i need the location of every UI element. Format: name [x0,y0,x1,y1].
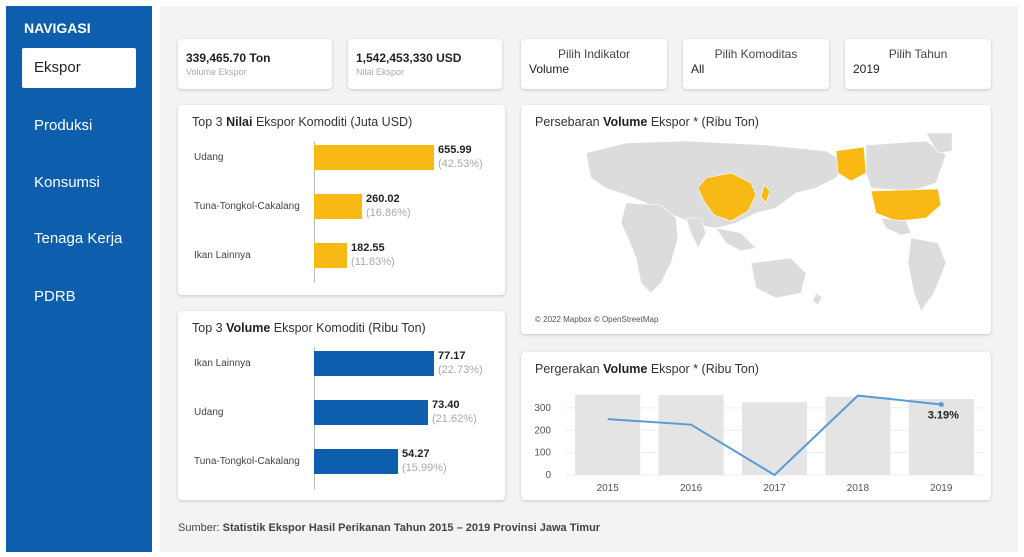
trend-bar [741,402,808,475]
kpi-volume-card: 339,465.70 Ton Volume Ekspor [178,39,332,89]
top3-volume-card: Top 3 Volume Ekspor Komoditi (Ribu Ton) … [178,311,505,500]
top3-nilai-title: Top 3 Nilai Ekspor Komoditi (Juta USD) [192,115,413,129]
volume-bar-label: Ikan Lainnya [194,358,251,369]
x-tick-label: 2015 [597,483,620,494]
volume-bar-value: 77.17 [438,350,466,362]
nilai-bar[interactable] [314,194,362,219]
top3-volume-title: Top 3 Volume Ekspor Komoditi (Ribu Ton) [192,321,426,335]
volume-bar-pct: (15.99%) [402,462,447,474]
kpi-nilai-label: Nilai Ekspor [356,67,405,77]
nilai-bar-label: Udang [194,152,224,163]
volume-bar-label: Tuna-Tongkol-Cakalang [194,456,300,467]
trend-bar [658,394,724,475]
y-tick-label: 300 [534,403,551,414]
x-tick-label: 2017 [763,483,786,494]
map-south-america [907,237,947,312]
filter-komoditas-value[interactable]: All [691,62,705,76]
y-tick-label: 200 [534,425,551,436]
trend-bar [575,394,641,475]
map-alaska [835,146,867,182]
volume-bar-pct: (22.73%) [438,364,483,376]
volume-bar-pct: (21.62%) [432,413,477,425]
nilai-bar-value: 260.02 [366,193,400,205]
trend-last-point [938,402,944,408]
filter-indikator-value[interactable]: Volume [529,62,570,76]
x-tick-label: 2016 [680,483,703,494]
y-tick-label: 100 [534,448,551,459]
nilai-bar-label: Tuna-Tongkol-Cakalang [194,201,300,212]
map-seasia [715,227,757,252]
map-usa [870,188,942,222]
volume-bar[interactable] [314,351,434,376]
kpi-volume-value: 339,465.70 Ton [186,51,271,65]
x-tick-label: 2018 [847,483,870,494]
nilai-bar-label: Ikan Lainnya [194,250,251,261]
nilai-bar-pct: (42.53%) [438,158,483,170]
filter-indikator[interactable]: Pilih Indikator Volume [521,39,667,89]
top3-nilai-card: Top 3 Nilai Ekspor Komoditi (Juta USD) U… [178,105,505,295]
map-title: Persebaran Volume Ekspor * (Ribu Ton) [535,115,759,129]
filter-tahun[interactable]: Pilih Tahun 2019 [845,39,991,89]
filter-komoditas[interactable]: Pilih Komoditas All [683,39,829,89]
nilai-bar[interactable] [314,243,347,268]
trend-card: Pergerakan Volume Ekspor * (Ribu Ton) 0 1… [521,352,991,500]
nilai-bar-value: 182.55 [351,242,385,254]
nav-item-ekspor[interactable]: Ekspor [22,48,136,88]
source-note: Sumber: Statistik Ekspor Hasil Perikanan… [178,522,601,534]
trend-bar [825,396,891,475]
map-africa [620,202,679,294]
map-greenland [925,133,952,154]
trend-bar [908,398,974,475]
map-japan [760,184,771,204]
nilai-bar-value: 655.99 [438,144,472,156]
volume-bar-value: 73.40 [432,399,460,411]
kpi-nilai-value: 1,542,453,330 USD [356,51,462,65]
main-panel: 339,465.70 Ton Volume Ekspor 1,542,453,3… [160,6,1018,552]
x-tick-label: 2019 [930,483,953,494]
trend-title: Pergerakan Volume Ekspor * (Ribu Ton) [535,362,759,376]
trend-line [607,394,942,477]
nav-item-konsumsi[interactable]: Konsumsi [34,174,100,191]
map-new-zealand [812,292,823,306]
filter-indikator-label: Pilih Indikator [557,47,631,61]
volume-bar-label: Udang [194,407,224,418]
filter-komoditas-label: Pilih Komoditas [714,47,798,61]
filter-tahun-value[interactable]: 2019 [853,62,880,76]
map-card: Persebaran Volume Ekspor * (Ribu Ton) [521,105,991,334]
map-credit[interactable]: © 2022 Mapbox © OpenStreetMap [535,315,659,324]
world-map[interactable] [566,133,952,315]
nav-item-tenaga-kerja[interactable]: Tenaga Kerja [34,230,123,247]
nilai-bar-pct: (16.86%) [366,207,411,219]
kpi-nilai-card: 1,542,453,330 USD Nilai Ekspor [348,39,502,89]
nilai-bar[interactable] [314,145,434,170]
filter-tahun-label: Pilih Tahun [888,47,948,61]
map-australia [750,257,807,299]
volume-bar[interactable] [314,449,398,474]
nav-item-produksi[interactable]: Produksi [34,117,93,134]
volume-bar-value: 54.27 [402,448,430,460]
nav-title: NAVIGASI [24,20,91,36]
nilai-bar-pct: (11.83%) [351,256,395,268]
map-india [685,217,707,249]
map-china [697,172,757,222]
volume-bar[interactable] [314,400,428,425]
sidebar: NAVIGASI Ekspor Produksi Konsumsi Tenaga… [6,6,152,552]
y-tick-label: 0 [545,470,551,481]
trend-annotation: 3.19% [928,410,959,422]
kpi-volume-label: Volume Ekspor [186,67,247,77]
map-canada [865,140,947,192]
nav-item-pdrb[interactable]: PDRB [34,288,76,305]
trend-chart: 0 100 200 300 2015 2016 2017 2018 2019 3.19% [534,394,983,494]
map-mexico [880,217,912,236]
